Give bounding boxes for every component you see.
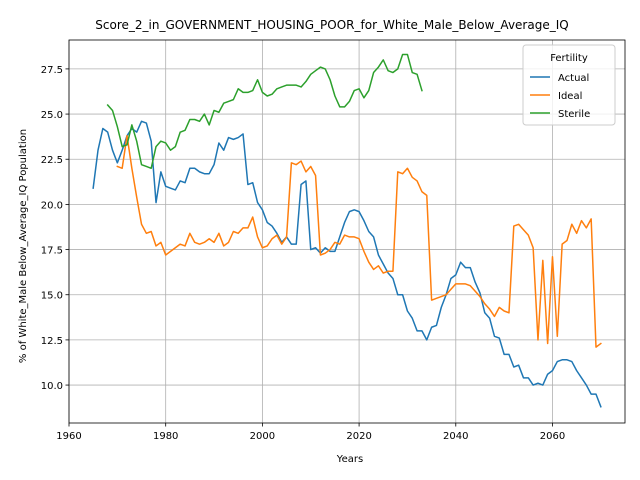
x-tick-label: 1960 [56,431,81,442]
x-axis-label: Years [336,454,363,465]
legend-entries: Actual Ideal Sterile [530,73,590,120]
x-tick-label: 2060 [540,431,565,442]
y-tick-label: 27.5 [41,65,63,76]
y-tick-label: 25.0 [41,110,63,121]
plot-frame [68,39,626,424]
grid [68,40,625,423]
chart-title: Score_2_in_GOVERNMENT_HOUSING_POOR_for_W… [95,18,568,32]
y-axis-label: % of White_Male Below_Average_IQ Populat… [18,129,29,363]
x-tick-label: 2040 [443,431,468,442]
legend: Fertility Actual Ideal Sterile [522,44,616,126]
legend-label-ideal: Ideal [558,91,582,102]
legend-frame [522,44,616,126]
axis-ticks: 1960 1980 2000 2020 2040 2060 10.0 12.5 15.0 17.5… [41,65,565,442]
legend-title: Fertility [550,53,588,64]
legend-label-sterile: Sterile [558,109,590,120]
series-lines [92,53,602,408]
y-tick-label: 17.5 [41,246,63,257]
y-tick-label: 22.5 [41,155,63,166]
x-tick-label: 2020 [346,431,371,442]
y-tick-label: 15.0 [41,291,63,302]
series-line-actual [92,120,602,408]
legend-label-actual: Actual [558,73,589,84]
series-line-ideal [116,135,602,348]
y-tick-label: 20.0 [41,200,63,211]
x-tick-label: 2000 [250,431,275,442]
y-tick-label: 12.5 [41,336,63,347]
x-tick-label: 1980 [153,431,178,442]
series-line-sterile [106,53,423,170]
y-tick-label: 10.0 [41,381,63,392]
